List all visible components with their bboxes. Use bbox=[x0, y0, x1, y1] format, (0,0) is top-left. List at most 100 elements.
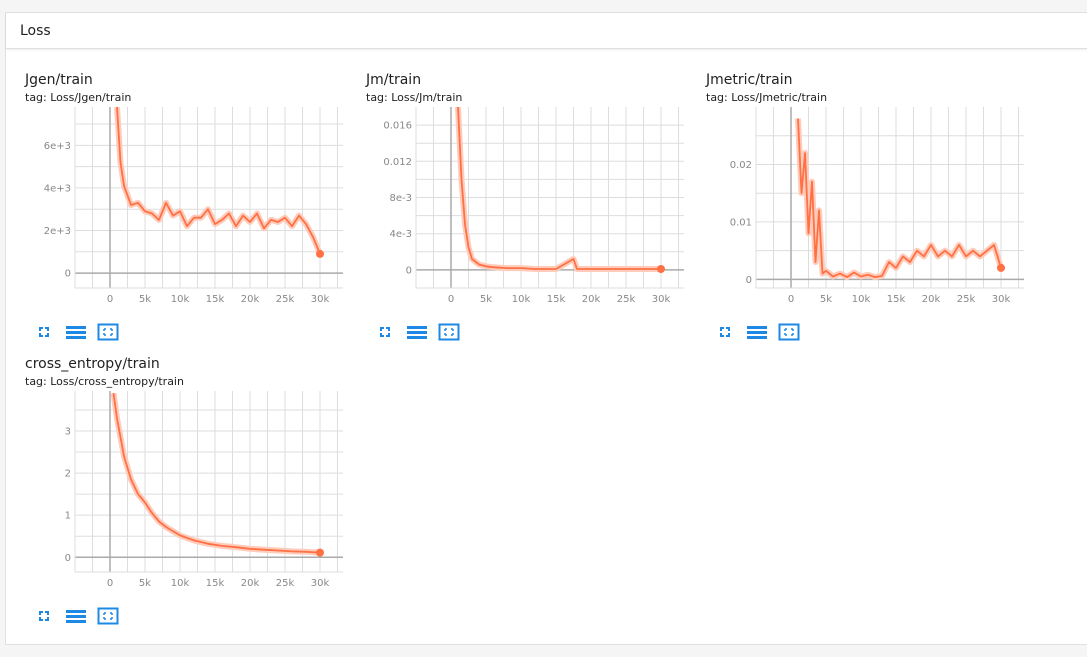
chart-toolbar bbox=[714, 322, 814, 342]
x-tick-label: 25k bbox=[617, 294, 636, 305]
series-line bbox=[797, 118, 1002, 279]
fit-domain-button[interactable] bbox=[97, 606, 119, 626]
fullscreen-button[interactable] bbox=[374, 322, 396, 342]
y-tick-label: 0.016 bbox=[383, 121, 412, 132]
y-tick-label: 4e+3 bbox=[44, 183, 71, 194]
x-tick-label: 10k bbox=[171, 294, 190, 305]
y-tick-label: 0.01 bbox=[730, 217, 752, 228]
show-data-button[interactable] bbox=[65, 606, 87, 626]
chart-title: Jgen/train bbox=[25, 72, 93, 88]
x-tick-label: 0 bbox=[107, 294, 113, 305]
series-line bbox=[457, 107, 661, 270]
x-tick-label: 20k bbox=[922, 294, 941, 305]
series-end-point bbox=[316, 548, 324, 557]
x-tick-label: 5k bbox=[820, 294, 832, 305]
chart-title: Jm/train bbox=[366, 72, 422, 88]
table-list-icon bbox=[746, 322, 768, 342]
x-tick-label: 0 bbox=[448, 294, 454, 305]
chart-tag: tag: Loss/Jm/train bbox=[366, 91, 463, 104]
y-tick-label: 6e+3 bbox=[44, 141, 71, 152]
y-tick-label: 0 bbox=[65, 269, 71, 280]
fullscreen-icon bbox=[33, 322, 55, 342]
line-chart[interactable]: 0 5k 10k 15k 20k 25k 30k 0 0.01 0.02 bbox=[686, 67, 1026, 327]
line-chart[interactable]: 0 5k 10k 15k 20k 25k 30k 0 2e+3 4e+3 6e+3 bbox=[5, 67, 345, 327]
fullscreen-icon bbox=[33, 606, 55, 626]
line-chart[interactable]: 0 5k 10k 15k 20k 25k 30k 0 1 2 3 bbox=[5, 351, 345, 611]
series-end-point bbox=[316, 249, 324, 258]
x-tick-label: 0 bbox=[788, 294, 794, 305]
chart-toolbar bbox=[374, 322, 474, 342]
series-raw-line bbox=[114, 107, 323, 256]
x-tick-label: 15k bbox=[206, 578, 225, 589]
chart-card-cross-entropy: cross_entropy/train tag: Loss/cross_entr… bbox=[5, 351, 345, 631]
x-tick-label: 30k bbox=[311, 578, 330, 589]
show-data-button[interactable] bbox=[65, 322, 87, 342]
y-tick-label: 0 bbox=[65, 553, 71, 564]
chart-toolbar bbox=[33, 322, 133, 342]
series-line bbox=[116, 107, 321, 255]
y-tick-label: 0.012 bbox=[383, 157, 412, 168]
x-tick-label: 20k bbox=[582, 294, 601, 305]
chart-card-jm: Jm/train tag: Loss/Jm/train 0 5k 10k 15k 20k… bbox=[346, 67, 686, 347]
show-data-button[interactable] bbox=[746, 322, 768, 342]
x-tick-label: 30k bbox=[992, 294, 1011, 305]
x-tick-label: 5k bbox=[139, 578, 151, 589]
x-tick-label: 30k bbox=[311, 294, 330, 305]
chart-tag: tag: Loss/cross_entropy/train bbox=[25, 375, 184, 388]
fit-domain-button[interactable] bbox=[97, 322, 119, 342]
x-tick-label: 30k bbox=[652, 294, 671, 305]
fullscreen-button[interactable] bbox=[714, 322, 736, 342]
fit-domain-icon bbox=[97, 606, 119, 626]
fullscreen-icon bbox=[374, 322, 396, 342]
fullscreen-button[interactable] bbox=[33, 322, 55, 342]
chart-card-jgen: Jgen/train tag: Loss/Jgen/train 0 5k 10k 15… bbox=[5, 67, 345, 347]
y-tick-label: 0.02 bbox=[730, 160, 752, 171]
chart-toolbar bbox=[33, 606, 133, 626]
x-tick-label: 25k bbox=[957, 294, 976, 305]
fullscreen-button[interactable] bbox=[33, 606, 55, 626]
y-tick-label: 1 bbox=[65, 511, 71, 522]
line-chart[interactable]: 0 5k 10k 15k 20k 25k 30k 0 4e-3 8e-3 0.012 0.016 bbox=[346, 67, 686, 327]
fullscreen-icon bbox=[714, 322, 736, 342]
y-tick-label: 0 bbox=[406, 265, 412, 276]
fit-domain-icon bbox=[778, 322, 800, 342]
x-tick-label: 15k bbox=[547, 294, 566, 305]
fit-domain-button[interactable] bbox=[778, 322, 800, 342]
show-data-button[interactable] bbox=[406, 322, 428, 342]
series-end-point bbox=[657, 264, 665, 273]
x-tick-label: 5k bbox=[480, 294, 492, 305]
series-line bbox=[112, 392, 321, 554]
fit-domain-icon bbox=[438, 322, 460, 342]
section-title: Loss bbox=[20, 23, 51, 39]
chart-tag: tag: Loss/Jgen/train bbox=[25, 91, 132, 104]
y-tick-label: 4e-3 bbox=[390, 229, 413, 240]
series-end-point bbox=[997, 263, 1005, 272]
fit-domain-button[interactable] bbox=[438, 322, 460, 342]
section-header[interactable]: Loss bbox=[6, 13, 1087, 49]
y-tick-label: 8e-3 bbox=[390, 193, 413, 204]
chart-tag: tag: Loss/Jmetric/train bbox=[706, 91, 828, 104]
table-list-icon bbox=[65, 606, 87, 626]
chart-title: cross_entropy/train bbox=[25, 356, 160, 372]
y-tick-label: 2e+3 bbox=[44, 226, 71, 237]
y-tick-label: 0 bbox=[746, 275, 752, 286]
x-tick-label: 10k bbox=[171, 578, 190, 589]
table-list-icon bbox=[65, 322, 87, 342]
x-tick-label: 10k bbox=[512, 294, 531, 305]
series-raw-line bbox=[455, 107, 661, 272]
x-tick-label: 10k bbox=[852, 294, 871, 305]
fit-domain-icon bbox=[97, 322, 119, 342]
y-tick-label: 3 bbox=[65, 426, 71, 437]
x-tick-label: 5k bbox=[139, 294, 151, 305]
x-tick-label: 25k bbox=[276, 294, 295, 305]
chart-card-jmetric: Jmetric/train tag: Loss/Jmetric/train 0 5… bbox=[686, 67, 1026, 347]
x-tick-label: 20k bbox=[241, 294, 260, 305]
chart-title: Jmetric/train bbox=[706, 72, 793, 88]
x-tick-label: 15k bbox=[887, 294, 906, 305]
x-tick-label: 0 bbox=[107, 578, 113, 589]
x-tick-label: 15k bbox=[206, 294, 225, 305]
y-tick-label: 2 bbox=[65, 469, 71, 480]
x-tick-label: 25k bbox=[276, 578, 295, 589]
table-list-icon bbox=[406, 322, 428, 342]
x-tick-label: 20k bbox=[241, 578, 260, 589]
